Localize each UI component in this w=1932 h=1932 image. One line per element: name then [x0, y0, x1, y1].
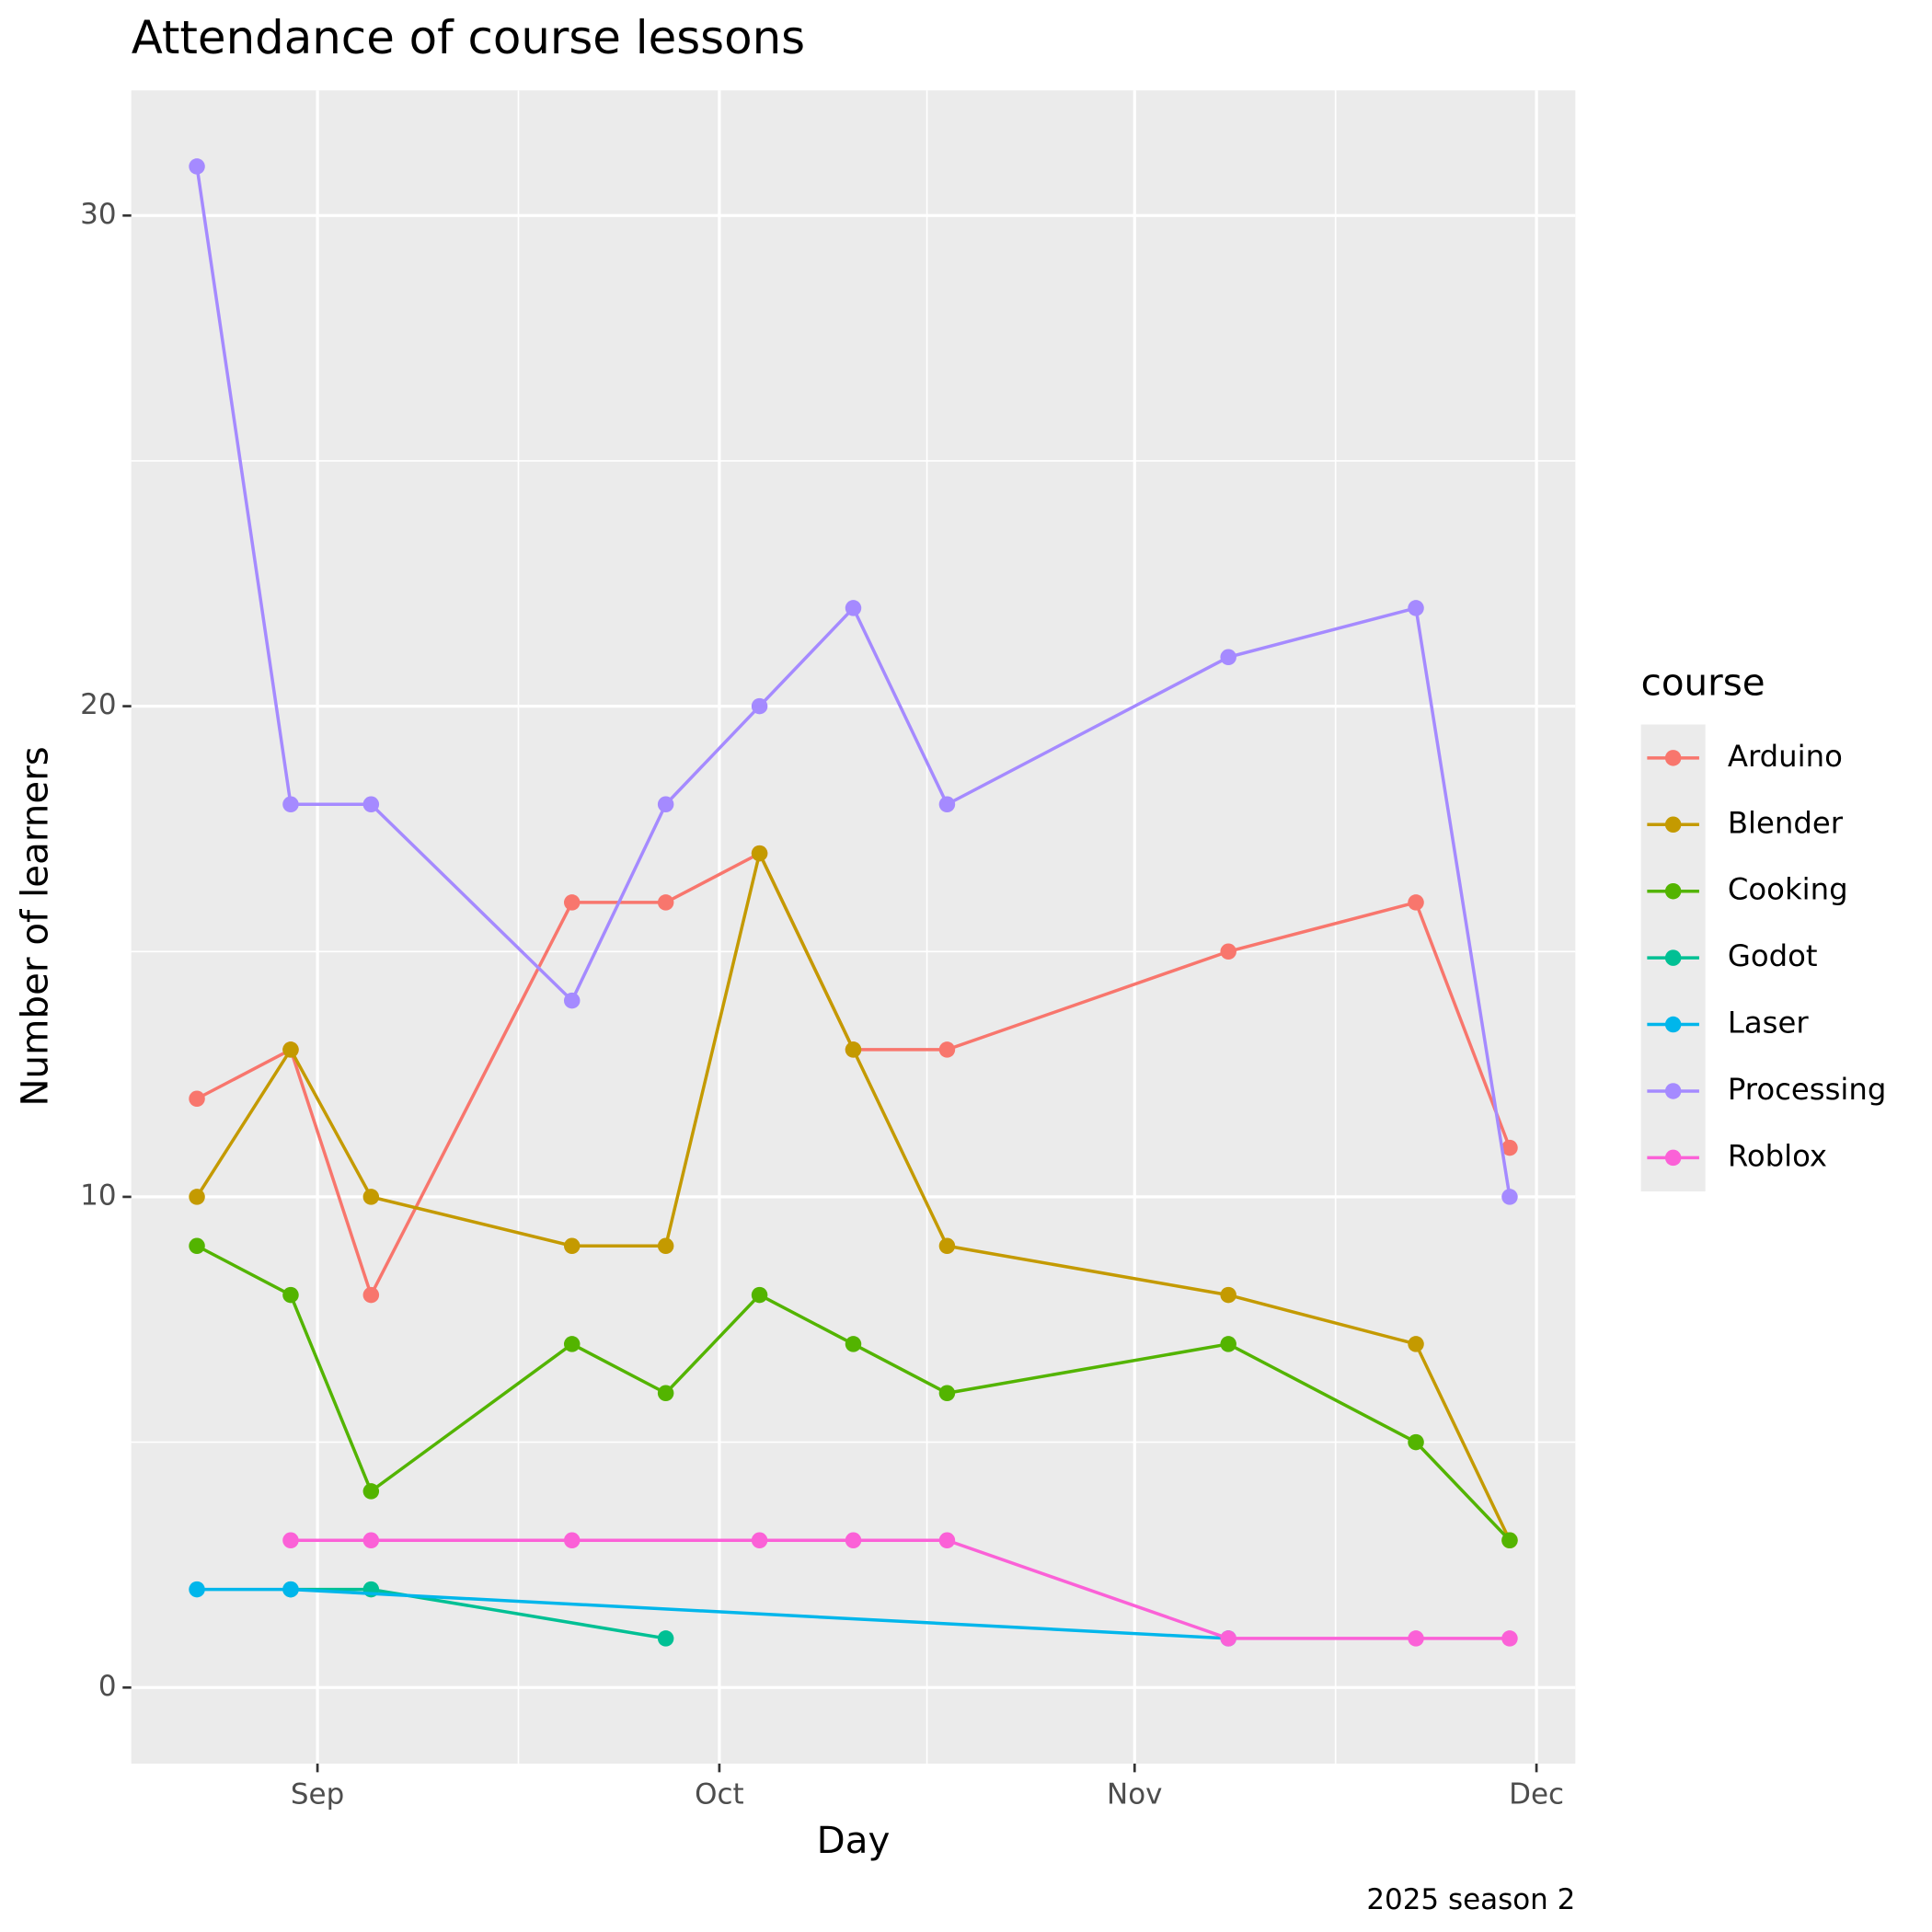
data-point — [189, 1237, 205, 1255]
legend-label: Godot — [1728, 938, 1818, 973]
x-tick-label: Sep — [291, 1777, 344, 1811]
data-point — [657, 1630, 674, 1647]
data-point — [1408, 600, 1424, 616]
data-point — [189, 1581, 205, 1598]
y-tick-label: 0 — [98, 1670, 117, 1703]
data-point — [362, 1286, 380, 1304]
panel — [131, 90, 1576, 1764]
data-point — [563, 1237, 581, 1255]
legend-marker — [1664, 949, 1682, 966]
data-point — [1408, 1433, 1424, 1451]
data-point — [282, 796, 299, 813]
data-point — [1501, 1139, 1518, 1156]
data-point — [1220, 1286, 1236, 1304]
data-point — [657, 1385, 674, 1402]
data-point — [282, 1286, 299, 1304]
data-point — [1501, 1630, 1518, 1647]
legend-marker — [1664, 816, 1682, 834]
data-point — [282, 1532, 299, 1549]
x-tick-label: Dec — [1509, 1777, 1564, 1811]
legend-label: Processing — [1728, 1072, 1886, 1107]
data-point — [1408, 894, 1424, 911]
data-point — [189, 1090, 205, 1108]
legend-marker — [1664, 1016, 1682, 1033]
x-tick-label: Nov — [1107, 1777, 1162, 1811]
data-point — [362, 796, 380, 813]
legend-label: Laser — [1728, 1006, 1809, 1041]
y-tick-label: 20 — [80, 688, 116, 721]
data-point — [845, 600, 862, 616]
caption: 2025 season 2 — [1366, 1883, 1575, 1916]
data-point — [845, 1532, 862, 1549]
data-point — [751, 1532, 768, 1549]
data-point — [938, 1041, 956, 1058]
y-axis-title: Number of learners — [13, 746, 56, 1107]
chart-title: Attendance of course lessons — [132, 11, 805, 64]
data-point — [1220, 943, 1236, 960]
data-point — [845, 1041, 862, 1058]
data-point — [938, 796, 956, 813]
data-point — [657, 796, 674, 813]
legend-marker — [1664, 1149, 1682, 1167]
x-tick-label: Oct — [695, 1777, 744, 1811]
legend-title: course — [1641, 661, 1765, 704]
data-point — [657, 1237, 674, 1255]
legend-marker — [1664, 750, 1682, 766]
data-point — [362, 1189, 380, 1205]
data-point — [657, 894, 674, 911]
legend-label: Arduino — [1728, 739, 1843, 774]
data-point — [1501, 1532, 1518, 1549]
data-point — [938, 1385, 956, 1402]
data-point — [1408, 1630, 1424, 1647]
data-point — [845, 1336, 862, 1352]
data-point — [282, 1041, 299, 1058]
legend-label: Cooking — [1728, 872, 1848, 907]
data-point — [362, 1532, 380, 1549]
x-axis-title: Day — [817, 1819, 891, 1862]
y-tick-label: 30 — [80, 198, 116, 231]
data-point — [189, 158, 205, 175]
data-point — [751, 697, 768, 715]
legend-marker — [1664, 1083, 1682, 1099]
data-point — [362, 1483, 380, 1500]
legend-marker — [1664, 882, 1682, 900]
legend-label: Blender — [1728, 805, 1844, 840]
y-tick-label: 10 — [80, 1179, 116, 1212]
data-point — [1220, 1630, 1236, 1647]
data-point — [751, 1286, 768, 1304]
data-point — [189, 1189, 205, 1205]
data-point — [563, 1336, 581, 1352]
data-point — [751, 845, 768, 862]
legend-label: Roblox — [1728, 1138, 1827, 1173]
data-point — [938, 1532, 956, 1549]
data-point — [1408, 1336, 1424, 1352]
data-point — [563, 1532, 581, 1549]
data-point — [938, 1237, 956, 1255]
data-point — [282, 1581, 299, 1598]
data-point — [563, 992, 581, 1009]
data-point — [1220, 649, 1236, 666]
data-point — [1220, 1336, 1236, 1352]
data-point — [1501, 1189, 1518, 1205]
data-point — [563, 894, 581, 911]
